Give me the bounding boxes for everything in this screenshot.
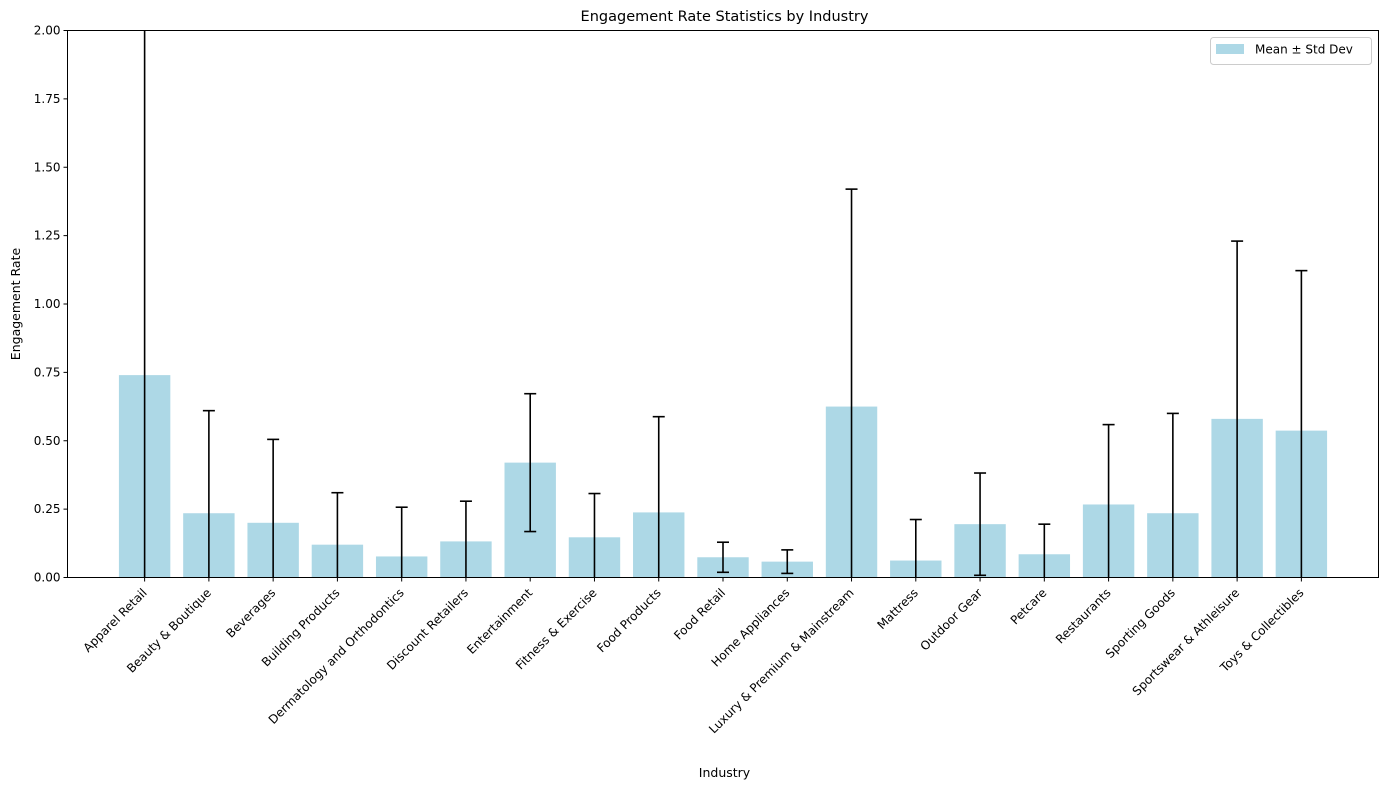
legend-box: [1210, 37, 1372, 65]
x-tick-label: Food Retail: [671, 586, 728, 643]
y-tick-label: 1.75: [34, 92, 61, 106]
x-tick-label: Luxury & Premium & Mainstream: [706, 586, 857, 737]
legend-label: Mean ± Std Dev: [1255, 43, 1353, 57]
x-tick-label: Sporting Goods: [1103, 586, 1178, 661]
x-tick-label: Apparel Retail: [81, 586, 150, 655]
x-axis-label: Industry: [699, 765, 751, 780]
legend-swatch: [1216, 44, 1244, 54]
y-tick-label: 0.75: [34, 365, 61, 379]
x-tick-label: Entertainment: [464, 586, 535, 657]
y-tick-label: 1.25: [34, 229, 61, 243]
y-tick-label: 1.50: [34, 160, 61, 174]
y-tick-label: 1.00: [34, 297, 61, 311]
x-tick-label: Beverages: [223, 586, 278, 641]
legend: Mean ± Std Dev: [1210, 37, 1372, 65]
y-tick-label: 0.25: [34, 502, 61, 516]
x-tick-label: Food Products: [594, 586, 664, 656]
error-bars-group: [143, 30, 1308, 578]
x-tick-label: Dermatology and Orthodontics: [266, 586, 407, 727]
y-tick-label: 0.50: [34, 434, 61, 448]
chart-title: Engagement Rate Statistics by Industry: [581, 9, 869, 25]
y-tick-label: 0.00: [34, 571, 61, 585]
x-tick-label: Petcare: [1008, 586, 1050, 628]
plot-frame: [67, 30, 1379, 578]
y-axis-label: Engagement Rate: [8, 248, 23, 361]
x-tick-label: Restaurants: [1053, 586, 1114, 647]
x-tick-label: Sportswear & Athleisure: [1130, 586, 1243, 699]
y-axis: 0.00 0.25 0.50 0.75 1.00 1.25 1.50 1.75 2.00: [34, 24, 68, 585]
x-tick-label: Outdoor Gear: [917, 586, 985, 654]
x-tick-label: Mattress: [874, 586, 920, 632]
y-tick-label: 2.00: [34, 24, 61, 38]
